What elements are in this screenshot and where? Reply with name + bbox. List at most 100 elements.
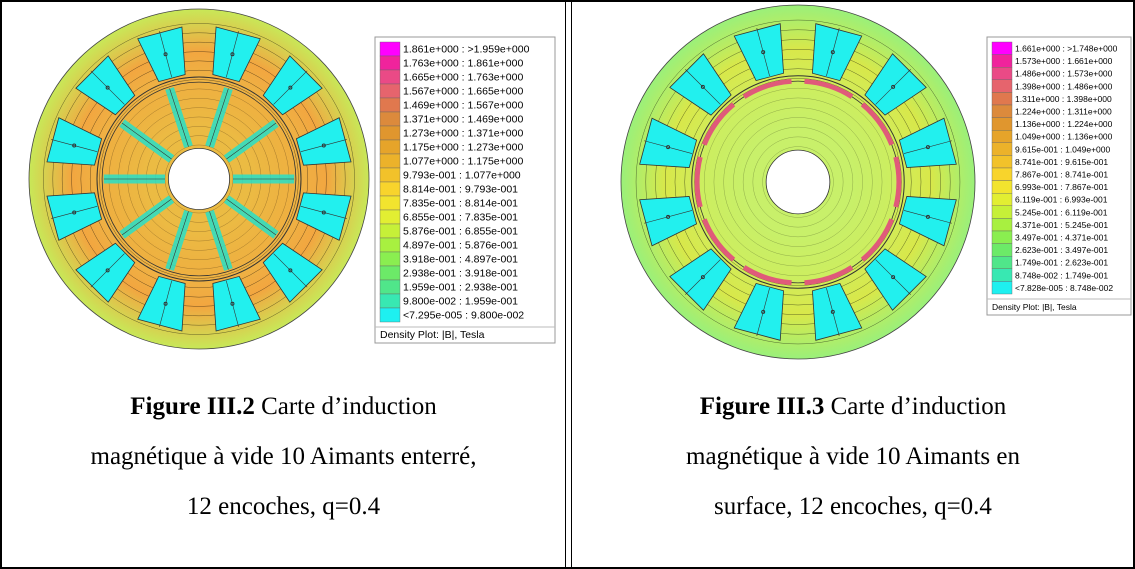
caption-label: Figure III.3 — [700, 393, 825, 420]
legend-entry: 2.623e-001 : 3.497e-001 — [1015, 245, 1108, 255]
caption-text: 12 encoches, q=0.4 — [2, 482, 565, 532]
legend-swatch — [992, 67, 1012, 80]
legend-entry: 1.224e+000 : 1.311e+000 — [1015, 106, 1112, 116]
legend-swatch — [380, 70, 400, 84]
caption-text: magnétique à vide 10 Aimants enterré, — [2, 432, 565, 482]
legend-swatch — [992, 193, 1012, 206]
legend-swatch — [992, 181, 1012, 194]
legend-entry: 6.119e-001 : 6.993e-001 — [1015, 195, 1108, 205]
figure-panel: 1.861e+000 : >1.959e+000 1.763e+000 : 1.8… — [2, 2, 566, 567]
shaft — [766, 150, 830, 214]
legend-entry: 1.175e+000 : 1.273e+000 — [403, 142, 523, 154]
legend-swatch — [380, 182, 400, 196]
legend-entry: 8.748e-002 : 1.749e-001 — [1015, 270, 1108, 280]
legend-entry: 8.814e-001 : 9.793e-001 — [403, 184, 518, 196]
caption-text: Carte d’induction — [261, 393, 437, 420]
caption-line: Figure III.3 Carte d’induction — [572, 382, 1134, 432]
legend-swatch — [992, 130, 1012, 143]
legend-swatch — [380, 140, 400, 154]
legend-swatch — [380, 266, 400, 280]
legend-entry: 7.867e-001 : 8.741e-001 — [1015, 169, 1108, 179]
figure-image: 1.861e+000 : >1.959e+000 1.763e+000 : 1.8… — [2, 2, 565, 382]
legend-swatch — [992, 105, 1012, 118]
legend-swatch — [992, 256, 1012, 269]
legend-swatch — [992, 244, 1012, 257]
legend-entry: 1.136e+000 : 1.224e+000 — [1015, 119, 1113, 129]
legend: 1.861e+000 : >1.959e+000 1.763e+000 : 1.8… — [375, 37, 555, 343]
legend-swatch — [992, 80, 1012, 93]
legend-entry: 6.993e-001 : 7.867e-001 — [1015, 182, 1108, 192]
legend-swatch — [380, 56, 400, 70]
caption-label: Figure III.2 — [130, 393, 255, 420]
caption: Figure III.2 Carte d’induction magnétiqu… — [2, 382, 565, 532]
legend-swatch — [992, 155, 1012, 168]
legend-entry: 1.661e+000 : >1.748e+000 — [1015, 43, 1118, 53]
legend-entry: 1.398e+000 : 1.486e+000 — [1015, 81, 1113, 91]
legend-swatch — [380, 84, 400, 98]
legend-swatch — [992, 143, 1012, 156]
legend-swatch — [992, 42, 1012, 55]
legend-entry: 1.077e+000 : 1.175e+000 — [403, 156, 523, 168]
legend-swatch — [992, 118, 1012, 131]
legend-entry: 1.486e+000 : 1.573e+000 — [1015, 69, 1113, 79]
legend-swatch — [992, 168, 1012, 181]
legend-entry: 4.897e-001 : 5.876e-001 — [403, 240, 518, 252]
legend-swatch — [380, 224, 400, 238]
caption: Figure III.3 Carte d’induction magnétiqu… — [572, 382, 1134, 532]
legend-swatch — [380, 308, 400, 322]
legend-entry: 8.741e-001 : 9.615e-001 — [1015, 157, 1108, 167]
legend-entry: 1.049e+000 : 1.136e+000 — [1015, 132, 1113, 142]
caption-text: Carte d’induction — [831, 393, 1007, 420]
legend-entry: 5.245e-001 : 6.119e-001 — [1015, 207, 1108, 217]
legend-entry: 1.665e+000 : 1.763e+000 — [403, 72, 523, 84]
legend-swatch — [380, 168, 400, 182]
legend-swatch — [992, 231, 1012, 244]
legend-entry: 1.273e+000 : 1.371e+000 — [403, 128, 523, 140]
legend-swatch — [992, 269, 1012, 282]
caption-line: Figure III.2 Carte d’induction — [2, 382, 565, 432]
figure-image: 1.661e+000 : >1.748e+000 1.573e+000 : 1.6… — [572, 2, 1134, 382]
legend-swatch — [380, 42, 400, 56]
legend-entry: 6.855e-001 : 7.835e-001 — [403, 212, 518, 224]
legend-entry: 9.615e-001 : 1.049e+000 — [1015, 144, 1111, 154]
legend-swatch — [380, 280, 400, 294]
caption-text: magnétique à vide 10 Aimants en — [572, 432, 1134, 482]
legend-entry: 1.749e-001 : 2.623e-001 — [1015, 258, 1108, 268]
legend-swatch — [380, 98, 400, 112]
legend-entry: <7.828e-005 : 8.748e-002 — [1015, 283, 1113, 293]
legend-entry: 7.835e-001 : 8.814e-001 — [403, 198, 518, 210]
legend-swatch — [992, 55, 1012, 68]
legend-swatch — [992, 206, 1012, 219]
legend-swatch — [992, 218, 1012, 231]
legend-entry: 2.938e-001 : 3.918e-001 — [403, 268, 518, 280]
legend-swatch — [380, 112, 400, 126]
legend-swatch — [992, 92, 1012, 105]
legend-entry: 3.497e-001 : 4.371e-001 — [1015, 232, 1108, 242]
legend-entry: 9.793e-001 : 1.077e+000 — [403, 170, 521, 182]
legend-entry: 1.861e+000 : >1.959e+000 — [403, 44, 530, 56]
legend-entry: 1.763e+000 : 1.861e+000 — [403, 58, 523, 70]
legend-title: Density Plot: |B|, Tesla — [992, 302, 1077, 312]
legend-swatch — [380, 196, 400, 210]
legend-swatch — [992, 281, 1012, 294]
legend-entry: 1.371e+000 : 1.469e+000 — [403, 114, 523, 126]
legend-entry: 4.371e-001 : 5.245e-001 — [1015, 220, 1108, 230]
legend-entry: <7.295e-005 : 9.800e-002 — [403, 310, 524, 322]
legend-swatch — [380, 154, 400, 168]
shaft — [168, 148, 229, 209]
page: 1.861e+000 : >1.959e+000 1.763e+000 : 1.8… — [0, 0, 1135, 569]
legend-swatch — [380, 252, 400, 266]
legend-swatch — [380, 294, 400, 308]
legend-entry: 5.876e-001 : 6.855e-001 — [403, 226, 518, 238]
caption-text: surface, 12 encoches, q=0.4 — [572, 482, 1134, 532]
legend-entry: 1.573e+000 : 1.661e+000 — [1015, 56, 1113, 66]
legend-entry: 1.567e+000 : 1.665e+000 — [403, 86, 523, 98]
legend: 1.661e+000 : >1.748e+000 1.573e+000 : 1.6… — [987, 37, 1131, 315]
legend-entry: 1.469e+000 : 1.567e+000 — [403, 100, 523, 112]
legend-swatch — [380, 210, 400, 224]
legend-title: Density Plot: |B|, Tesla — [380, 329, 485, 341]
legend-entry: 9.800e-002 : 1.959e-001 — [403, 296, 518, 308]
legend-entry: 3.918e-001 : 4.897e-001 — [403, 254, 518, 266]
legend-swatch — [380, 238, 400, 252]
legend-entry: 1.959e-001 : 2.938e-001 — [403, 282, 518, 294]
